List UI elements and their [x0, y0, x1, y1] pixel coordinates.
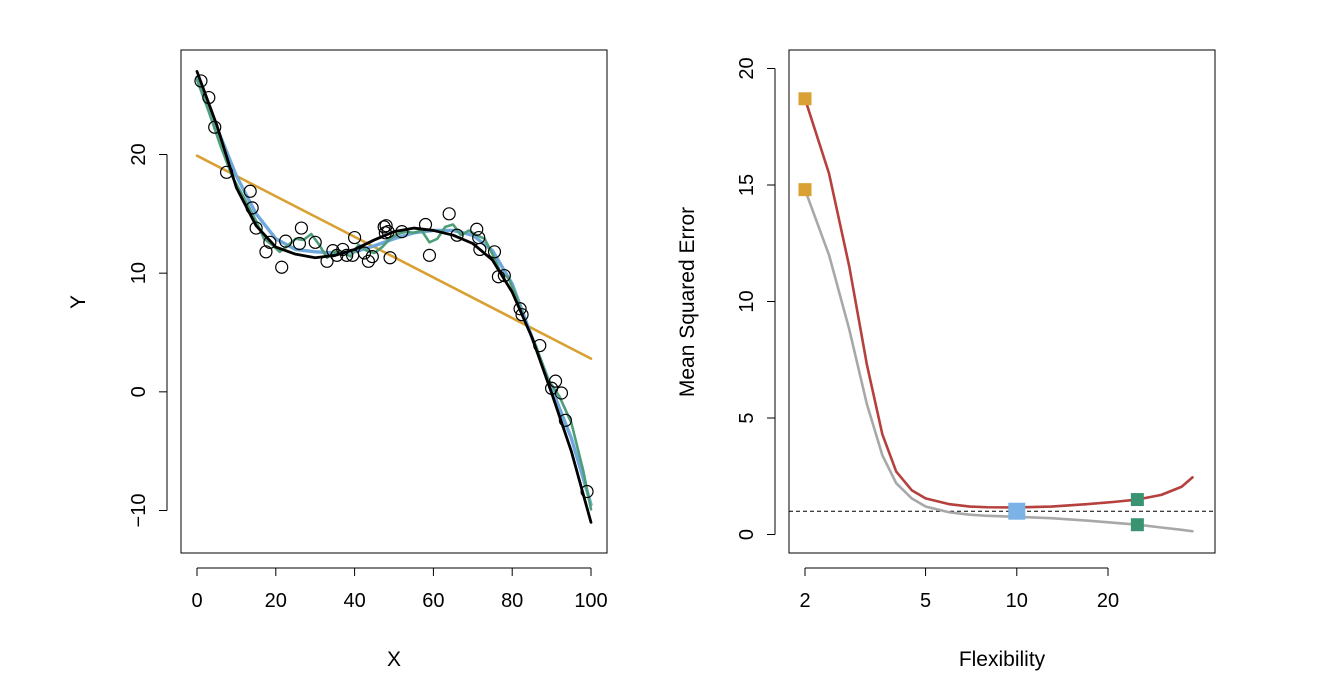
marker-linear-test	[798, 92, 812, 106]
left-x-axis: 0 20 40 60 80 100	[191, 567, 608, 612]
data-point	[381, 225, 395, 239]
left-points-group	[194, 74, 594, 499]
data-point	[533, 338, 547, 353]
data-point	[548, 374, 563, 388]
test-mse-curve	[803, 97, 1194, 509]
left-x-tick-label: 60	[422, 590, 444, 612]
left-y-tick-label: 0	[128, 386, 150, 397]
data-point	[194, 74, 208, 88]
data-point	[580, 484, 594, 499]
data-point	[442, 207, 456, 221]
marker-smooth-blue	[1008, 502, 1026, 520]
right-y-tick-label: 5	[736, 412, 758, 423]
right-y-tick-label: 15	[736, 174, 758, 196]
left-x-tick-label: 40	[343, 590, 365, 612]
left-series-true-function	[195, 70, 593, 524]
data-point	[383, 251, 397, 265]
left-y-tick-label: −10	[128, 494, 150, 528]
right-y-axis-label: Mean Squared Error	[676, 207, 699, 397]
data-point	[487, 245, 502, 259]
left-series-smooth-fit-blue	[195, 75, 593, 507]
marker-linear-train	[798, 183, 812, 197]
data-point	[320, 254, 334, 268]
data-point	[377, 220, 391, 234]
left-y-axis: −10 0 10 20	[128, 143, 168, 528]
data-point	[558, 413, 572, 427]
data-point	[357, 246, 372, 260]
left-x-tick-label: 0	[191, 590, 202, 612]
data-point	[243, 184, 257, 198]
marker-smooth-green-train	[1130, 518, 1144, 532]
right-y-axis: 0 5 10 15 20	[736, 57, 776, 540]
data-point	[470, 222, 484, 236]
left-series-group	[195, 70, 593, 524]
data-point	[365, 249, 379, 264]
left-series-linear-fit	[195, 154, 593, 360]
left-series-smooth-fit-green	[195, 78, 593, 511]
data-point	[497, 268, 511, 283]
marker-smooth-green-test	[1130, 493, 1144, 507]
left-x-tick-label: 80	[501, 590, 523, 612]
data-point	[308, 235, 322, 249]
right-y-tick-label: 10	[736, 290, 758, 312]
left-x-tick-label: 20	[265, 590, 287, 612]
data-point	[379, 219, 393, 233]
right-series-group	[789, 97, 1215, 533]
left-panel: 0 20 40 60 80 100 −10 0 10 20 X Y	[67, 49, 608, 671]
data-point	[245, 201, 259, 215]
right-x-tick-label: 5	[920, 590, 931, 612]
data-point	[395, 225, 409, 239]
left-x-tick-label: 100	[574, 590, 607, 612]
right-markers-group	[798, 92, 1144, 532]
data-point	[340, 248, 354, 262]
data-point	[422, 248, 437, 262]
right-x-axis-label: Flexibility	[959, 648, 1046, 671]
data-point	[249, 221, 263, 235]
right-panel: 2 5 10 20 0 5 10 15 20 Flexibility Mean Squared…	[676, 49, 1216, 671]
data-point	[513, 302, 527, 316]
left-x-axis-label: X	[387, 648, 401, 671]
data-point	[263, 235, 277, 249]
right-y-tick-label: 20	[736, 57, 758, 79]
data-point	[418, 217, 433, 232]
data-point	[294, 221, 309, 235]
data-point	[292, 236, 307, 251]
data-point	[259, 245, 273, 259]
right-x-axis: 2 5 10 20	[799, 567, 1119, 612]
data-point	[491, 270, 506, 284]
data-point	[515, 308, 529, 322]
data-point	[279, 234, 293, 248]
train-mse-curve	[803, 188, 1194, 533]
data-point	[202, 90, 216, 105]
data-point	[348, 230, 362, 245]
right-plot-frame	[788, 49, 1216, 554]
left-y-tick-label: 20	[128, 143, 150, 165]
data-point	[554, 386, 569, 400]
right-x-tick-label: 10	[1006, 590, 1028, 612]
data-point	[450, 228, 464, 242]
left-plot-frame	[180, 49, 608, 554]
data-point	[275, 260, 289, 274]
data-point	[473, 242, 487, 257]
data-point	[208, 120, 222, 134]
data-point	[326, 244, 340, 258]
right-x-tick-label: 2	[799, 590, 810, 612]
left-y-axis-label: Y	[67, 295, 90, 309]
right-y-tick-label: 0	[736, 529, 758, 540]
data-point	[361, 254, 375, 268]
left-y-tick-label: 10	[128, 262, 150, 284]
right-x-tick-label: 20	[1097, 590, 1119, 612]
data-point	[219, 165, 234, 179]
